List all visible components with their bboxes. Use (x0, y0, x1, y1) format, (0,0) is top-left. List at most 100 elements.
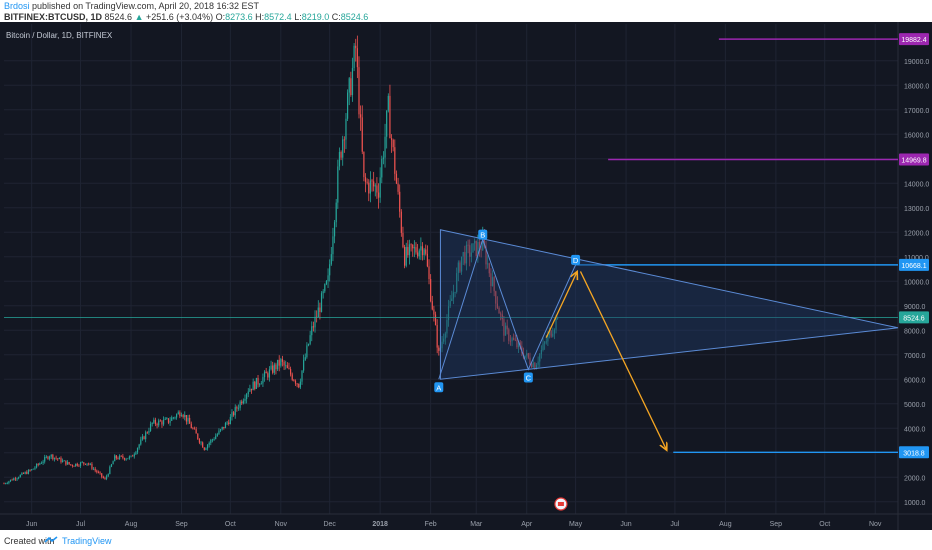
candle-body (343, 139, 345, 141)
candle-body (39, 463, 41, 465)
candle-body (45, 456, 47, 458)
candle-body (249, 388, 251, 392)
candle-body (221, 426, 223, 430)
candle-body (480, 249, 482, 251)
x-tick-label: Nov (275, 521, 288, 528)
candle-body (361, 117, 363, 152)
candle-body (185, 415, 187, 422)
x-tick-label: Aug (719, 521, 732, 528)
candle-body (37, 463, 39, 465)
candle-body (128, 456, 130, 459)
candle-body (21, 472, 23, 475)
candle-body (516, 340, 518, 348)
price-change: +251.6 (+3.04%) (146, 12, 214, 22)
x-tick-label: Mar (470, 521, 483, 528)
candle-body (180, 415, 183, 417)
candle-body (276, 359, 279, 370)
candle-body (329, 264, 331, 276)
candle-body (143, 436, 145, 440)
candle-body (526, 353, 528, 356)
x-tick-label: Jul (76, 521, 85, 528)
footer: Created with TradingView (0, 530, 932, 550)
candle-body (412, 244, 414, 249)
candle-body (290, 369, 292, 375)
abcd-pattern-line (438, 238, 577, 380)
candle-body (548, 330, 551, 335)
candle-body (34, 467, 36, 469)
y-tick-label: 12000.0 (904, 230, 929, 237)
candle-body (348, 78, 350, 93)
x-tick-label: Sep (770, 521, 783, 528)
candle-body (443, 338, 445, 342)
chart-area[interactable]: 1000.02000.03000.04000.05000.06000.07000… (0, 22, 932, 530)
candle-body (474, 240, 476, 244)
candle-body (552, 333, 554, 337)
candle-body (459, 262, 461, 272)
candle-body (141, 436, 144, 440)
candle-body (13, 478, 15, 481)
candle-body (213, 439, 215, 440)
candle-body (145, 432, 147, 440)
candle-body (358, 67, 360, 115)
close-value: 8524.6 (340, 12, 369, 22)
candle-body (283, 361, 285, 366)
candle-body (491, 277, 494, 286)
candle-body (91, 463, 93, 469)
candle-body (281, 359, 284, 362)
candle-body (272, 365, 274, 373)
candle-body (299, 381, 301, 388)
candle-body (75, 463, 77, 467)
candle-body (550, 330, 552, 337)
candle-body (478, 242, 481, 250)
chart-title: Bitcoin / Dollar, 1D, BITFINEX (6, 31, 113, 40)
candle-body (394, 147, 396, 174)
candle-body (102, 476, 104, 478)
price-chart[interactable]: 1000.02000.03000.04000.05000.06000.07000… (0, 22, 932, 530)
pattern-point-badge (571, 254, 581, 265)
candle-body (200, 442, 202, 444)
candle-body (319, 307, 321, 312)
candle-body (428, 266, 430, 280)
y-tick-label: 5000.0 (904, 402, 926, 409)
author-link[interactable]: Brdosi (4, 1, 30, 11)
pattern-point-label: B (480, 231, 485, 240)
candle-body (346, 92, 349, 119)
candle-body (257, 377, 259, 385)
candle-body (123, 458, 126, 460)
candle-body (68, 462, 70, 465)
candle-body (42, 461, 44, 464)
candle-body (133, 454, 135, 457)
candle-body (368, 182, 370, 194)
candle-body (76, 463, 78, 466)
candle-body (164, 418, 166, 420)
candle-body (52, 454, 54, 460)
candle-body (425, 249, 427, 254)
candle-body (472, 243, 474, 253)
candle-body (542, 343, 544, 350)
open-label: O: (215, 12, 226, 22)
candle-body (254, 381, 256, 389)
candle-body (231, 412, 233, 417)
candle-body (306, 345, 308, 358)
candle-body (140, 439, 142, 445)
candle-body (307, 343, 310, 346)
candle-body (97, 472, 100, 474)
candle-body (340, 151, 342, 158)
y-tick-label: 18000.0 (904, 83, 929, 90)
candle-body (324, 284, 326, 292)
candle-body (158, 420, 160, 426)
tradingview-brand[interactable]: TradingView (62, 536, 112, 546)
candle-body (426, 253, 428, 267)
candle-body (288, 368, 290, 370)
level-price-tag (899, 33, 929, 46)
candle-body (96, 470, 98, 473)
candle-body (452, 292, 455, 299)
candle-body (280, 359, 282, 366)
candle-body (353, 45, 355, 69)
level-price-label: 8524.6 (903, 315, 925, 322)
candle-body (3, 483, 5, 485)
candle-body (500, 313, 502, 315)
candle-body (434, 314, 437, 326)
candle-body (376, 185, 378, 193)
pattern-point-badge (434, 382, 444, 393)
